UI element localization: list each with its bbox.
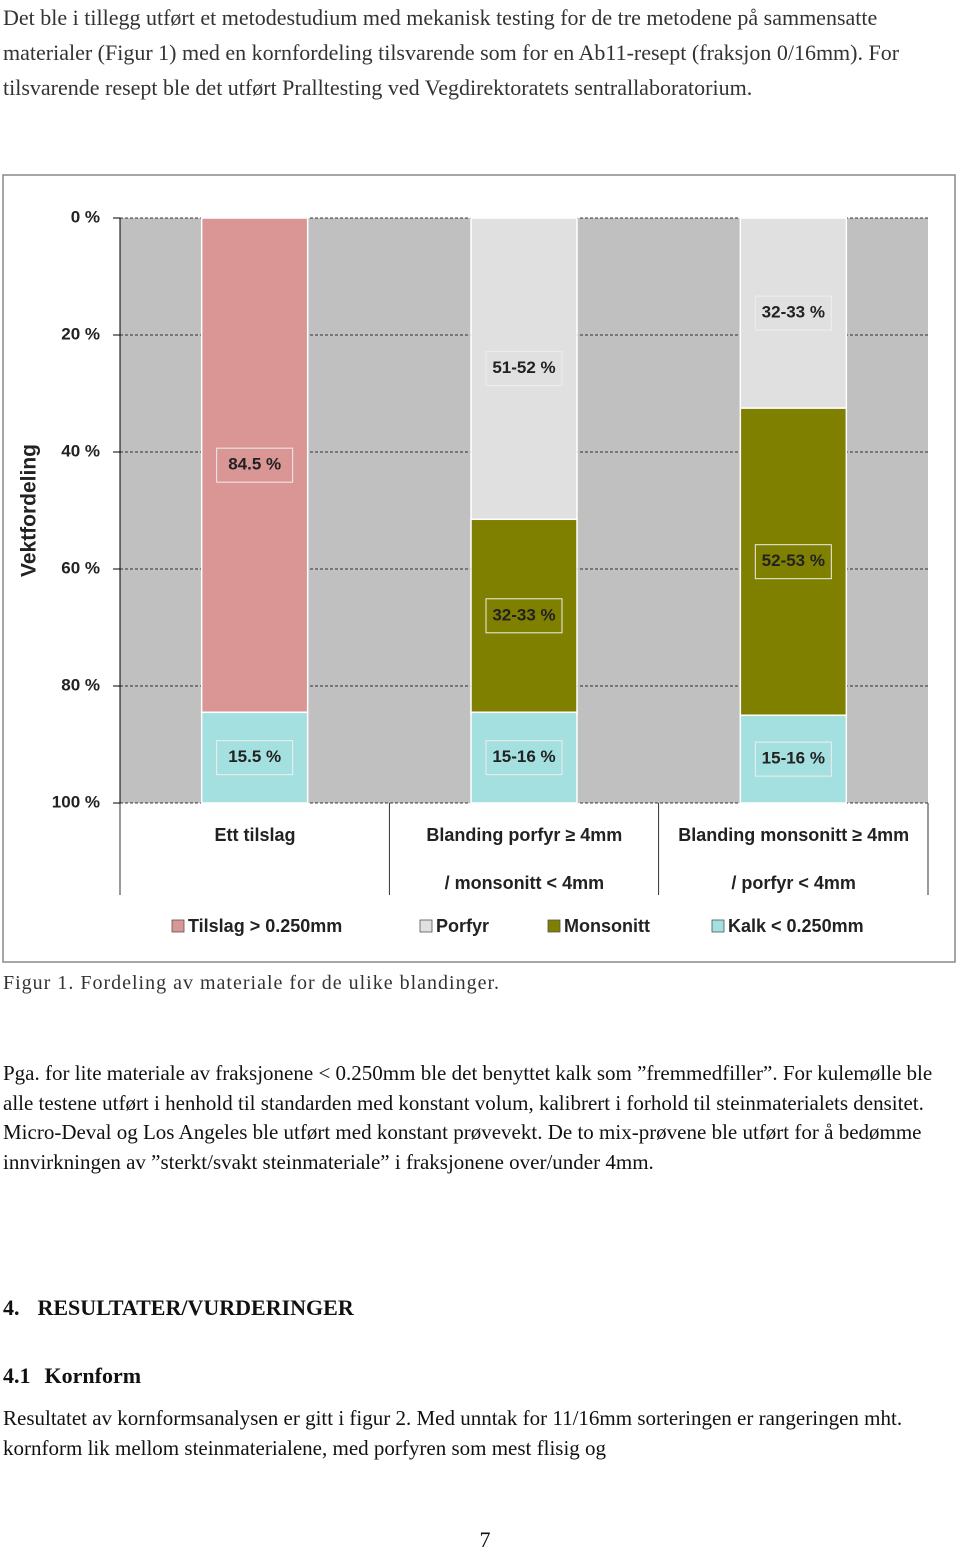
x-tick-label: Blanding porfyr ≥ 4mm / monsonitt < 4mm bbox=[426, 825, 623, 893]
y-axis-title: Vektfordeling bbox=[18, 444, 41, 577]
y-tick-label: 0 % bbox=[71, 207, 100, 226]
data-label: 15-16 % bbox=[762, 749, 825, 768]
legend-swatch bbox=[547, 919, 561, 933]
heading-title: RESULTATER/VURDERINGER bbox=[37, 1295, 354, 1320]
figure-caption: Figur 1. Fordeling av materiale for de u… bbox=[3, 972, 500, 994]
y-tick-label: 60 % bbox=[61, 558, 100, 577]
data-label-box bbox=[754, 544, 832, 580]
legend-label: Porfyr bbox=[436, 916, 489, 936]
y-tick-label: 20 % bbox=[61, 324, 100, 343]
data-label-box bbox=[485, 598, 563, 634]
paragraph: Resultatet av kornformsanalysen er gitt … bbox=[3, 1406, 903, 1460]
data-label: 15-16 % bbox=[492, 747, 555, 766]
data-label: 52-53 % bbox=[762, 551, 825, 570]
legend-swatch bbox=[419, 919, 433, 933]
subheading-number: 4.1 bbox=[3, 1363, 31, 1388]
data-label: 32-33 % bbox=[492, 605, 555, 624]
data-label-box bbox=[754, 741, 832, 777]
data-label-box bbox=[485, 351, 563, 387]
subheading: 4.1 Kornform bbox=[3, 1363, 953, 1389]
x-tick-label: Ett tilslag bbox=[214, 825, 296, 845]
page-number: 7 bbox=[479, 1527, 491, 1552]
data-label: 51-52 % bbox=[492, 358, 555, 377]
paragraph: Pga. for lite materiale av fraksjonene <… bbox=[3, 1061, 933, 1174]
paragraph: Det ble i tillegg utført et metodestudiu… bbox=[3, 5, 900, 100]
data-label-box bbox=[485, 740, 563, 776]
legend-label: Kalk < 0.250mm bbox=[728, 916, 864, 936]
y-tick-label: 80 % bbox=[61, 675, 100, 694]
y-tick-label: 40 % bbox=[61, 441, 100, 460]
data-label: 84.5 % bbox=[228, 455, 281, 474]
heading-number: 4. bbox=[3, 1295, 20, 1320]
data-label-box bbox=[216, 447, 294, 483]
data-label-box bbox=[754, 295, 832, 331]
chart: Vektfordeling 0 % 20 % 40 % 60 % 80 % 100 % 84.… bbox=[2, 174, 956, 963]
heading: 4. RESULTATER/VURDERINGER bbox=[3, 1295, 953, 1321]
legend-label: Tilslag > 0.250mm bbox=[188, 916, 342, 936]
y-tick-label: 100 % bbox=[52, 792, 100, 811]
data-label-box bbox=[216, 740, 294, 776]
legend-swatch bbox=[171, 919, 185, 933]
legend-label: Monsonitt bbox=[564, 916, 650, 936]
subheading-title: Kornform bbox=[44, 1363, 142, 1388]
data-label: 32-33 % bbox=[762, 303, 825, 322]
data-label: 15.5 % bbox=[228, 747, 281, 766]
x-tick-label: Blanding monsonitt ≥ 4mm / porfyr < 4mm bbox=[678, 825, 910, 893]
legend-swatch bbox=[711, 919, 725, 933]
